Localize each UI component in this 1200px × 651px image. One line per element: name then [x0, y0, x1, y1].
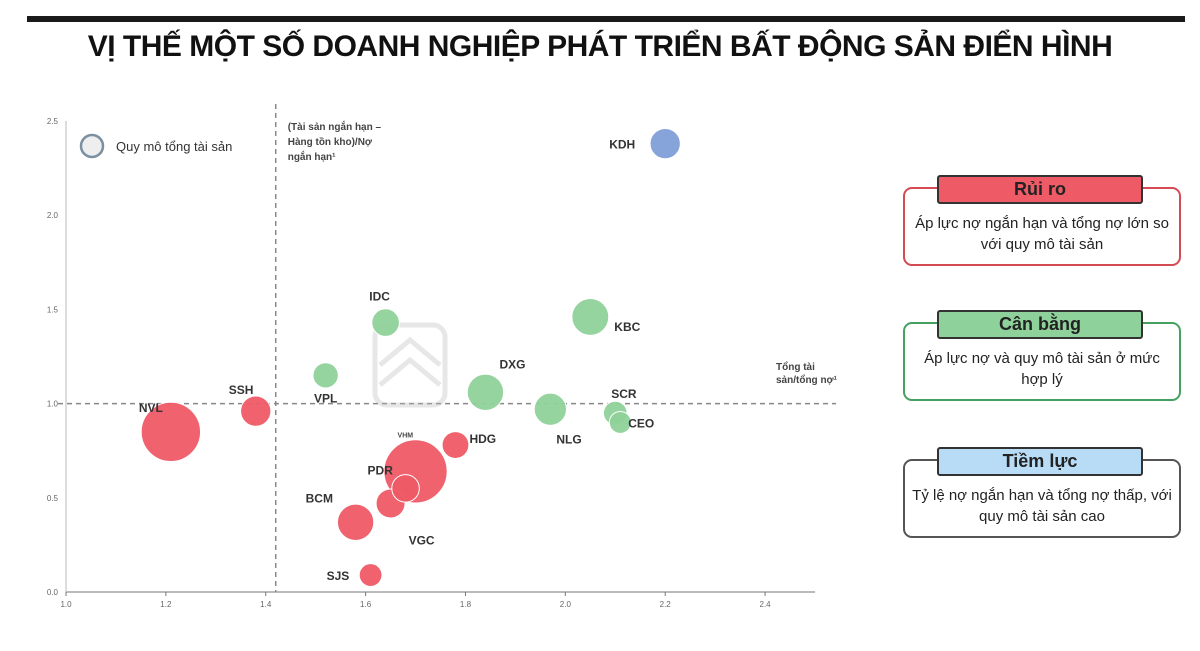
zone-tag: Tiềm lực	[937, 447, 1143, 476]
bubble-bcm	[336, 503, 375, 541]
y-tick-label: 1.0	[47, 400, 59, 409]
vline-label-line: Hàng tồn kho)/Nợ	[288, 136, 373, 148]
hline-label-line: sản/tổng nợ¹	[776, 374, 838, 386]
bubble-nlg	[533, 392, 567, 426]
x-tick-label: 1.6	[360, 600, 372, 609]
zone-tag: Rủi ro	[937, 175, 1143, 204]
zone-box-2: Tiềm lực Tỷ lệ nợ ngắn hạn và tổng nợ thấ…	[903, 447, 1181, 538]
y-tick-label: 0.5	[47, 494, 59, 503]
page-title: VỊ THẾ MỘT SỐ DOANH NGHIỆP PHÁT TRIỂN BẤ…	[87, 30, 1113, 63]
x-tick-label: 1.8	[460, 600, 472, 609]
bubble-label-pdr: PDR	[368, 463, 394, 477]
bubble-sjs	[358, 563, 383, 587]
bubble-label-hdg: HDG	[469, 432, 496, 446]
zone-description: Áp lực nợ và quy mô tài sản ở mức hợp lý	[924, 350, 1160, 388]
vline-label-line: ngắn hạn¹	[288, 150, 336, 163]
bubble-label-nvl: NVL	[139, 401, 163, 415]
watermark-logo	[372, 322, 448, 408]
zone-box-0: Rủi ro Áp lực nợ ngắn hạn và tổng nợ lớn …	[903, 175, 1181, 266]
bubble-vpl	[312, 362, 339, 389]
bubble-hdg	[441, 431, 470, 459]
x-tick-label: 1.4	[260, 600, 272, 609]
bubble-label-vhm: VHM	[398, 432, 414, 439]
bubble-label-ceo: CEO	[628, 416, 654, 430]
bubble-pdr	[391, 474, 420, 503]
bubble-label-nlg: NLG	[556, 432, 581, 446]
chart-axes: 1.0 1.2 1.4 1.6 1.8 2.0 2.2 2.4 0.0 0.5 1.0 1.5 2.0 2…	[47, 117, 815, 609]
x-tick-label: 2.0	[560, 600, 572, 609]
reference-lines	[58, 104, 836, 592]
bubble-chart: 1.0 1.2 1.4 1.6 1.8 2.0 2.2 2.4 0.0 0.5 1.0 1.5 2.0 2…	[47, 104, 838, 609]
y-tick-label: 0.0	[47, 588, 59, 597]
bubble-kbc	[571, 297, 610, 336]
hline-label-line: Tổng tài	[776, 361, 815, 373]
top-rule	[27, 16, 1185, 22]
bubble-label-vpl: VPL	[314, 391, 337, 405]
bubble-nvl	[140, 401, 202, 463]
x-tick-label: 1.0	[60, 600, 72, 609]
bubble-kdh	[649, 127, 681, 160]
legend-label: Quy mô tổng tài sản	[116, 139, 232, 154]
bubble-label-scr: SCR	[611, 387, 637, 401]
vline-label-line: (Tài sản ngắn hạn –	[288, 120, 382, 133]
bubble-labels: KDH IDC KBC VPL DXG NLG SCR CEO NVL SSH VHM HDG PDR V…	[139, 138, 654, 583]
bubble-label-vgc: VGC	[409, 533, 435, 547]
bubble-ssh	[240, 395, 272, 427]
zone-box-1: Cân bằng Áp lực nợ và quy mô tài sản ở mứ…	[903, 310, 1181, 401]
bubble-label-dxg: DXG	[499, 357, 525, 371]
zone-tag: Cân bằng	[937, 310, 1143, 339]
bubbles	[140, 127, 681, 587]
y-tick-label: 2.0	[47, 211, 59, 220]
bubble-ceo	[608, 410, 632, 434]
y-tick-label: 2.5	[47, 117, 59, 126]
axis-annotations: (Tài sản ngắn hạn – Hàng tồn kho)/Nợ ngắn …	[288, 120, 838, 386]
bubble-label-kdh: KDH	[609, 138, 635, 152]
legend-bubble	[79, 133, 105, 159]
x-tick-label: 1.2	[160, 600, 172, 609]
bubble-dxg	[466, 373, 505, 411]
zone-description: Áp lực nợ ngắn hạn và tổng nợ lớn so với…	[915, 215, 1169, 253]
y-tick-label: 1.5	[47, 305, 59, 314]
bubble-label-idc: IDC	[369, 290, 390, 304]
zone-description: Tỷ lệ nợ ngắn hạn và tổng nợ thấp, với q…	[912, 487, 1172, 525]
chart-legend: Quy mô tổng tài sản	[79, 133, 232, 159]
bubble-idc	[371, 308, 400, 337]
x-tick-label: 2.2	[660, 600, 672, 609]
bubble-label-kbc: KBC	[614, 320, 640, 334]
bubble-label-ssh: SSH	[229, 383, 254, 397]
bubble-label-sjs: SJS	[327, 569, 350, 583]
bubble-label-bcm: BCM	[306, 491, 333, 505]
x-tick-label: 2.4	[760, 600, 772, 609]
